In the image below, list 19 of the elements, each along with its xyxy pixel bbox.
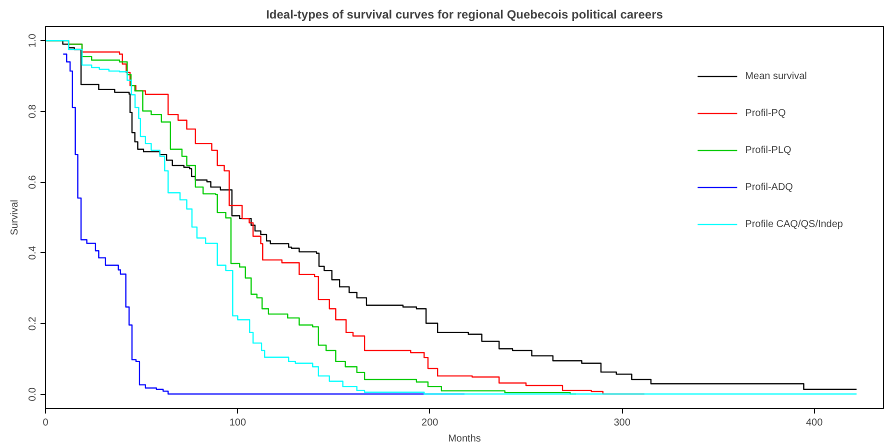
- y-tick-label: 0.4: [28, 245, 38, 260]
- x-axis-title: Months: [448, 434, 481, 444]
- y-tick-label: 1.0: [28, 33, 38, 48]
- legend-label: Profil-PLQ: [745, 144, 792, 156]
- legend-label: Profile CAQ/QS/Indep: [745, 218, 843, 230]
- y-tick-label: 0.8: [28, 104, 38, 118]
- y-tick-label: 0.0: [28, 386, 38, 402]
- x-tick-label: 200: [422, 418, 439, 428]
- x-tick-label: 300: [614, 418, 631, 428]
- chart-title: Ideal-types of survival curves for regional Quebecois political careers: [266, 8, 664, 22]
- y-tick-label: 0.2: [28, 316, 38, 331]
- x-tick-label: 400: [806, 418, 824, 428]
- legend-label: Mean survival: [745, 70, 807, 82]
- legend-label: Profil-PQ: [745, 108, 786, 118]
- y-tick-label: 0.6: [28, 174, 38, 190]
- legend-label: Profil-ADQ: [745, 182, 793, 192]
- y-axis-title: Survival: [10, 200, 20, 236]
- x-tick-label: 100: [229, 418, 246, 428]
- x-tick-label: 0: [42, 418, 49, 428]
